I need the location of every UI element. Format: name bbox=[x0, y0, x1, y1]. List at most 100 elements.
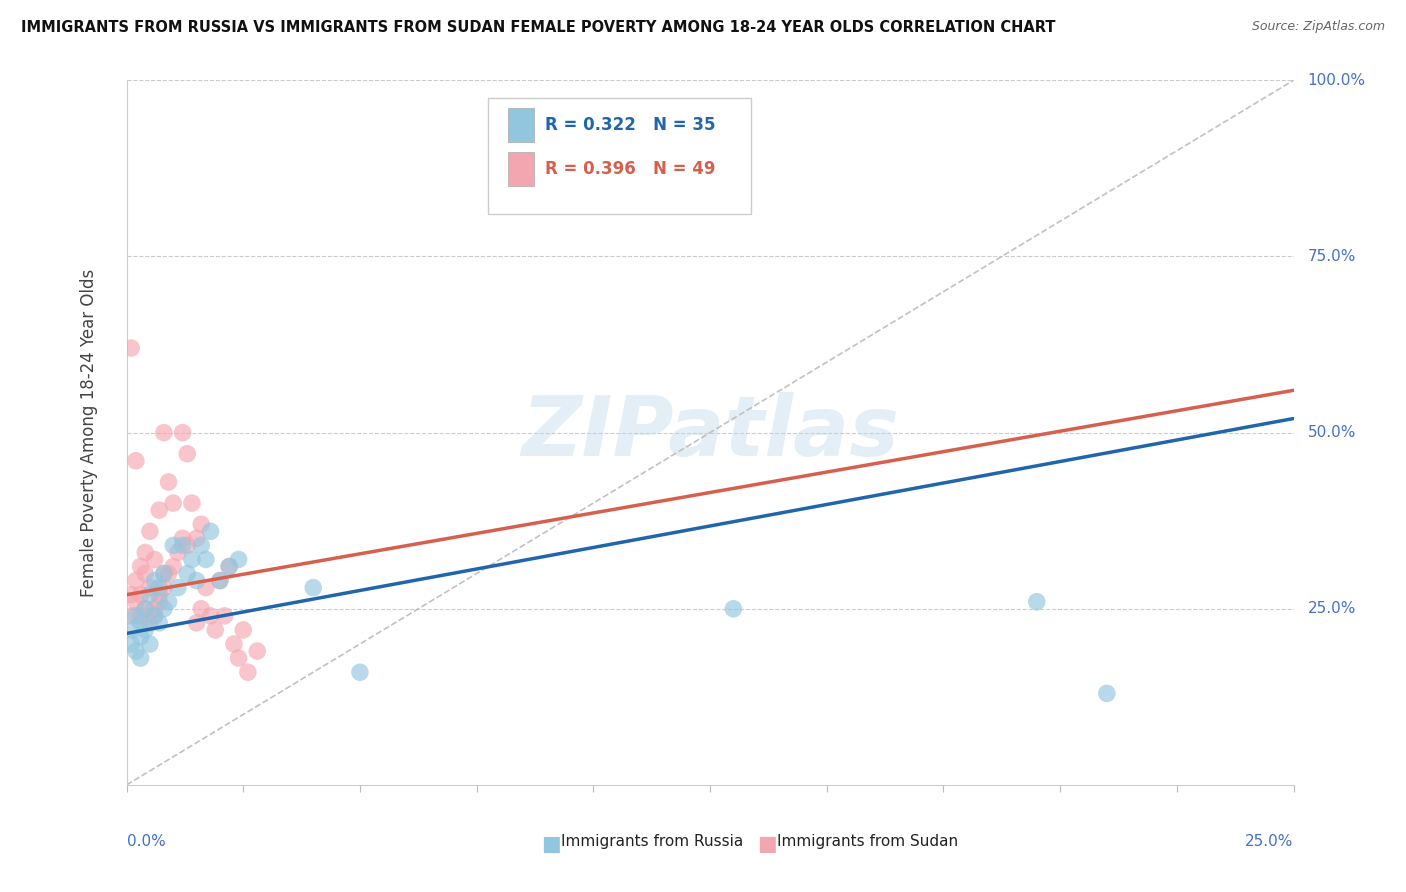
Point bbox=[162, 559, 184, 574]
Text: 25.0%: 25.0% bbox=[1246, 834, 1294, 849]
FancyBboxPatch shape bbox=[508, 153, 534, 186]
Point bbox=[153, 425, 176, 440]
Point bbox=[208, 574, 231, 588]
Text: 0.0%: 0.0% bbox=[127, 834, 166, 849]
Point bbox=[143, 608, 166, 623]
Point bbox=[157, 595, 180, 609]
Point bbox=[204, 623, 226, 637]
Point bbox=[214, 608, 236, 623]
Point bbox=[349, 665, 371, 680]
Point bbox=[1095, 686, 1118, 700]
Point bbox=[157, 475, 180, 489]
Point bbox=[139, 615, 162, 630]
Point bbox=[186, 615, 208, 630]
Point bbox=[125, 644, 148, 658]
Text: 100.0%: 100.0% bbox=[1308, 73, 1365, 87]
Point bbox=[125, 454, 148, 468]
Point bbox=[176, 447, 198, 461]
Point bbox=[190, 517, 212, 532]
Point bbox=[236, 665, 259, 680]
Point bbox=[194, 552, 217, 566]
Point bbox=[125, 608, 148, 623]
Point bbox=[218, 559, 240, 574]
Point bbox=[153, 566, 176, 581]
Point bbox=[134, 601, 156, 615]
Point bbox=[139, 588, 162, 602]
Point bbox=[246, 644, 269, 658]
Point bbox=[172, 532, 194, 546]
Text: Immigrants from Russia: Immigrants from Russia bbox=[561, 834, 742, 849]
Point bbox=[139, 637, 162, 651]
Text: R = 0.322   N = 35: R = 0.322 N = 35 bbox=[546, 116, 716, 135]
Point bbox=[167, 545, 190, 559]
Text: ■: ■ bbox=[541, 834, 561, 855]
Y-axis label: Female Poverty Among 18-24 Year Olds: Female Poverty Among 18-24 Year Olds bbox=[80, 268, 98, 597]
Point bbox=[143, 601, 166, 615]
Point bbox=[134, 601, 156, 615]
Point bbox=[148, 595, 170, 609]
FancyBboxPatch shape bbox=[488, 98, 751, 214]
Point bbox=[200, 608, 222, 623]
FancyBboxPatch shape bbox=[508, 109, 534, 143]
Point bbox=[125, 574, 148, 588]
Point bbox=[148, 588, 170, 602]
Point bbox=[157, 566, 180, 581]
Point bbox=[190, 538, 212, 552]
Point bbox=[162, 496, 184, 510]
Point bbox=[194, 581, 217, 595]
Text: Immigrants from Sudan: Immigrants from Sudan bbox=[776, 834, 957, 849]
Point bbox=[162, 538, 184, 552]
Point bbox=[302, 581, 325, 595]
Point bbox=[1025, 595, 1047, 609]
Point bbox=[180, 496, 202, 510]
Point bbox=[208, 574, 231, 588]
Point bbox=[176, 538, 198, 552]
Point bbox=[143, 608, 166, 623]
Point bbox=[153, 601, 176, 615]
Point bbox=[200, 524, 222, 539]
Text: ■: ■ bbox=[756, 834, 776, 855]
Point bbox=[218, 559, 240, 574]
Point bbox=[143, 552, 166, 566]
Point bbox=[232, 623, 254, 637]
Point bbox=[190, 601, 212, 615]
Point bbox=[129, 608, 152, 623]
Point bbox=[129, 559, 152, 574]
Point bbox=[153, 581, 176, 595]
Point bbox=[120, 588, 142, 602]
Point bbox=[148, 581, 170, 595]
Point bbox=[228, 552, 250, 566]
Point bbox=[139, 524, 162, 539]
Point bbox=[129, 615, 152, 630]
Point bbox=[186, 574, 208, 588]
Point bbox=[129, 588, 152, 602]
Text: 25.0%: 25.0% bbox=[1308, 601, 1355, 616]
Point bbox=[172, 425, 194, 440]
Point bbox=[134, 566, 156, 581]
Point bbox=[222, 637, 245, 651]
Point bbox=[134, 623, 156, 637]
Point bbox=[153, 566, 176, 581]
Point bbox=[186, 532, 208, 546]
Text: Source: ZipAtlas.com: Source: ZipAtlas.com bbox=[1251, 20, 1385, 33]
Point bbox=[120, 341, 142, 355]
Point bbox=[134, 545, 156, 559]
Text: IMMIGRANTS FROM RUSSIA VS IMMIGRANTS FROM SUDAN FEMALE POVERTY AMONG 18-24 YEAR : IMMIGRANTS FROM RUSSIA VS IMMIGRANTS FRO… bbox=[21, 20, 1056, 35]
Point bbox=[723, 601, 745, 615]
Point bbox=[129, 651, 152, 665]
Point bbox=[120, 608, 142, 623]
Point bbox=[180, 552, 202, 566]
Text: 50.0%: 50.0% bbox=[1308, 425, 1355, 440]
Point bbox=[139, 581, 162, 595]
Point bbox=[167, 581, 190, 595]
Point bbox=[120, 637, 142, 651]
Point bbox=[125, 595, 148, 609]
Point bbox=[148, 615, 170, 630]
Point bbox=[143, 574, 166, 588]
Point bbox=[176, 566, 198, 581]
Text: ZIPatlas: ZIPatlas bbox=[522, 392, 898, 473]
Point bbox=[148, 503, 170, 517]
Point bbox=[129, 630, 152, 644]
Point bbox=[228, 651, 250, 665]
Text: 75.0%: 75.0% bbox=[1308, 249, 1355, 264]
